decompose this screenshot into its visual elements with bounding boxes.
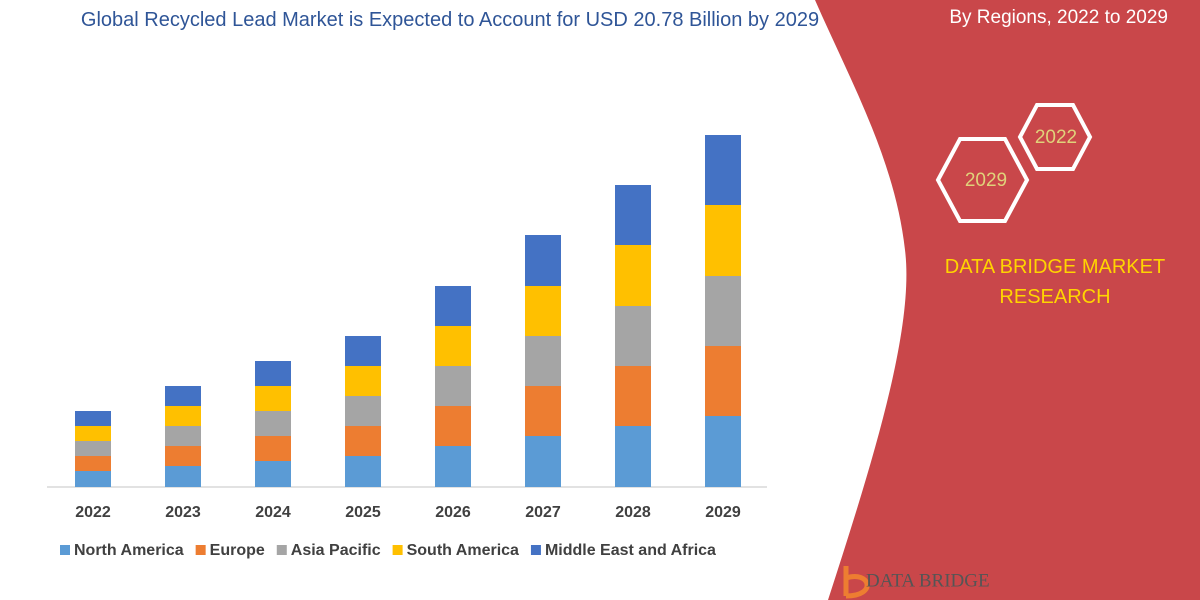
bar-segment	[345, 426, 381, 456]
bar-segment	[525, 336, 561, 386]
bar-segment	[75, 441, 111, 456]
brand: DATA BRIDGE MARKET RESEARCH	[944, 256, 1166, 308]
x-tick-label: 2026	[435, 504, 471, 521]
bar-segment	[615, 245, 651, 306]
logo-icon	[843, 566, 870, 599]
brand-box: DATA BRIDGE MARKET RESEARCH	[944, 256, 1166, 308]
legend-swatch	[392, 545, 403, 555]
legend-label: North America	[74, 542, 184, 559]
logo: DATA BRIDGE	[866, 570, 990, 591]
bar-segment	[615, 185, 651, 245]
bar-segment	[615, 366, 651, 426]
x-tick-label: 2024	[255, 504, 291, 521]
bar-segment	[705, 276, 741, 346]
bar-segment	[435, 366, 471, 406]
bar-segment	[165, 406, 201, 426]
bar-segment	[525, 386, 561, 436]
bar-segment	[75, 456, 111, 471]
bar-segment	[705, 205, 741, 276]
bar-segment	[165, 386, 201, 406]
hexagon	[935, 137, 1030, 223]
bar-segment	[255, 386, 291, 411]
side-panel	[815, 0, 1200, 600]
bar-segment	[525, 286, 561, 336]
chart-title: Global Recycled Lead Market is Expected …	[80, 9, 820, 31]
bar-segment	[165, 426, 201, 446]
bar-segment	[75, 426, 111, 441]
bar-segment	[345, 396, 381, 426]
bar-segment	[705, 135, 741, 205]
x-tick-label: 2023	[165, 504, 201, 521]
legend-swatch	[530, 545, 541, 555]
bar-segment	[435, 406, 471, 446]
bar-segment	[435, 286, 471, 326]
badge: 2029	[965, 170, 1007, 191]
badge: 2022	[1035, 127, 1077, 148]
bar-segment	[615, 306, 651, 366]
bar-segment	[75, 411, 111, 426]
bar-segment	[525, 436, 561, 487]
x-tick-label: 2022	[75, 504, 111, 521]
legend-label: Europe	[210, 542, 265, 559]
legend-label: South America	[407, 542, 519, 559]
panel-subtitle: By Regions, 2022 to 2029	[949, 7, 1168, 28]
bar-segment	[255, 411, 291, 436]
bar-segment	[345, 366, 381, 396]
legend-swatch	[60, 545, 70, 555]
bar-segment	[255, 361, 291, 386]
bar-segment	[255, 461, 291, 487]
x-tick-label: 2025	[345, 504, 381, 521]
bar-segment	[525, 235, 561, 286]
legend-label: Middle East and Africa	[545, 542, 716, 559]
bar-segment	[165, 466, 201, 487]
legend-label: Asia Pacific	[291, 542, 381, 559]
x-tick-label: 2028	[615, 504, 651, 521]
bar-segment	[345, 456, 381, 487]
legend-swatch	[195, 545, 206, 555]
legend-swatch	[276, 545, 287, 555]
hexagon	[1017, 103, 1093, 171]
bar-segment	[75, 471, 111, 487]
bar-segment	[435, 446, 471, 487]
bar-segment	[615, 426, 651, 487]
x-tick-label: 2029	[705, 504, 741, 521]
bar-segment	[435, 326, 471, 366]
bar-segment	[705, 416, 741, 487]
x-tick-label: 2027	[525, 504, 561, 521]
bar-segment	[345, 336, 381, 366]
bar-segment	[705, 346, 741, 416]
bar-segment	[255, 436, 291, 461]
bar-segment	[165, 446, 201, 466]
